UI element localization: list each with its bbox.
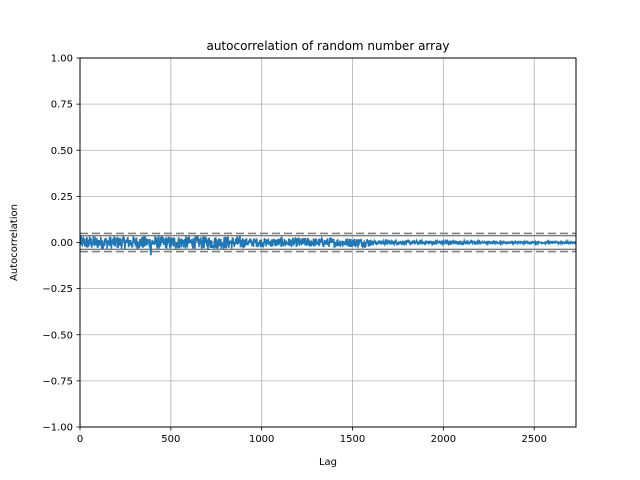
y-axis-title: Autocorrelation bbox=[9, 204, 20, 281]
x-axis-title: Lag bbox=[319, 457, 337, 468]
y-tick-label: −0.75 bbox=[42, 376, 73, 387]
x-axis-ticks: 0 500 1000 1500 2000 2500 bbox=[77, 427, 547, 445]
x-tick-label: 2000 bbox=[431, 434, 456, 445]
y-tick-label: 0.25 bbox=[51, 192, 73, 203]
autocorrelation-line bbox=[79, 234, 577, 256]
x-tick-label: 500 bbox=[161, 434, 180, 445]
y-tick-label: 0.00 bbox=[51, 238, 73, 249]
y-tick-label: 0.75 bbox=[51, 100, 73, 111]
autocorrelation-series bbox=[79, 234, 577, 256]
y-tick-label: −0.25 bbox=[42, 284, 73, 295]
y-axis-ticks: 1.00 0.75 0.50 0.25 0.00 −0.25 −0.50 −0.75 −1.00 bbox=[42, 54, 80, 434]
x-tick-label: 1000 bbox=[249, 434, 274, 445]
y-tick-label: 1.00 bbox=[51, 54, 73, 65]
x-tick-label: 2500 bbox=[521, 434, 546, 445]
x-tick-label: 1500 bbox=[340, 434, 365, 445]
y-tick-label: −1.00 bbox=[42, 423, 73, 434]
x-tick-label: 0 bbox=[77, 434, 83, 445]
y-tick-label: 0.50 bbox=[51, 146, 73, 157]
chart-title: autocorrelation of random number array bbox=[206, 39, 449, 53]
y-tick-label: −0.50 bbox=[42, 330, 73, 341]
